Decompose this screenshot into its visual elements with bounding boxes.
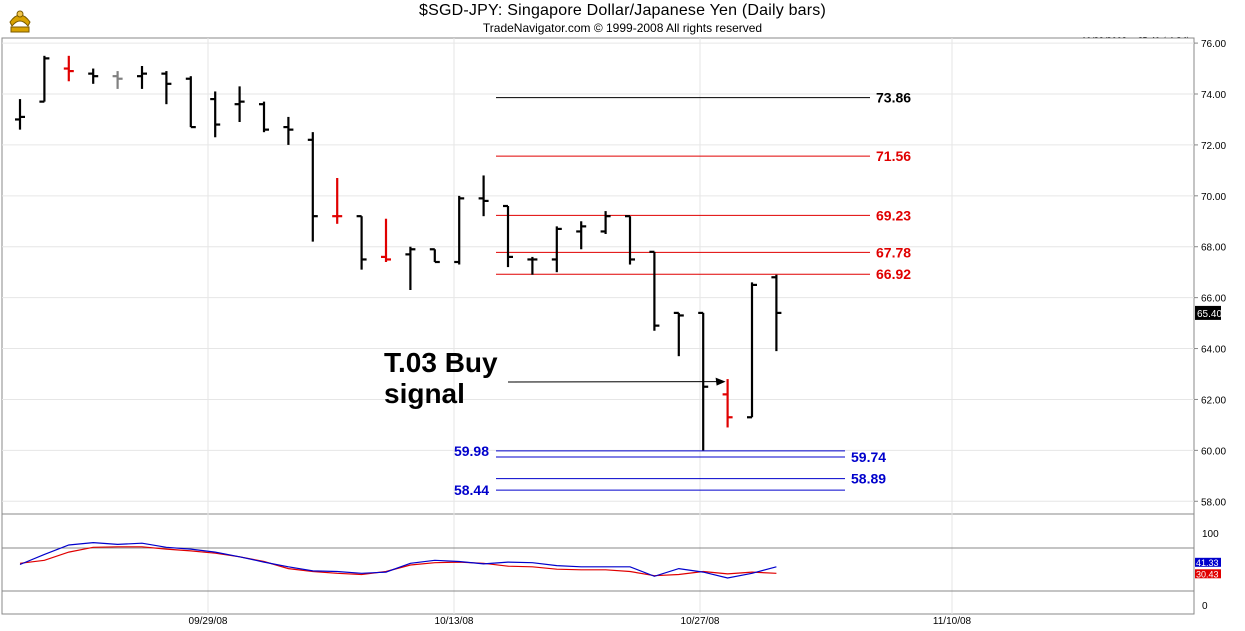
- price-tick-label: 68.00: [1201, 243, 1226, 254]
- chart-title: $SGD-JPY: Singapore Dollar/Japanese Yen …: [418, 2, 827, 19]
- last-price-label: 65.40: [1197, 309, 1222, 320]
- ohlc-bar: [527, 256, 538, 275]
- ohlc-bar: [429, 248, 440, 264]
- price-tick-label: 66.00: [1201, 294, 1226, 305]
- ohlc-bar: [771, 274, 782, 352]
- ohlc-bar: [478, 175, 489, 217]
- stoch-d-last-label: 30.43: [1196, 569, 1219, 579]
- ohlc-bar: [185, 76, 196, 129]
- level-label: 69.23: [876, 207, 911, 223]
- ohlc-bar: [600, 211, 611, 234]
- ohlc-bar: [161, 71, 172, 105]
- stoch-tick-label: 0: [1202, 601, 1208, 612]
- ohlc-bar: [88, 68, 99, 84]
- level-label: 59.98: [454, 443, 489, 459]
- stoch-k-last-box: [1195, 557, 1221, 567]
- level-label: 59.74: [851, 449, 886, 465]
- time-axis: 09/29/08 10/13/08 10/27/08 11/10/08: [189, 616, 972, 627]
- ohlc-bar: [405, 246, 416, 290]
- ohlc-bar: [137, 66, 147, 89]
- buy-signal-arrow: [507, 377, 726, 386]
- ohlc-bar: [503, 204, 513, 268]
- ohlc-bar: [381, 218, 391, 262]
- last-price-box: [1195, 305, 1221, 320]
- legend-stoch-d: StochD (3): [1046, 517, 1102, 529]
- last-price-info: 10/29/2008 = 65.40 (-1.24): [1081, 36, 1190, 47]
- ohlc-bar: [112, 71, 123, 89]
- price-axis: 76.00 74.00 72.00 70.00 68.00 66.00 64.00 62.00…: [1194, 39, 1226, 508]
- price-tick-label: 70.00: [1201, 192, 1226, 203]
- price-panel-frame: [1, 37, 1195, 515]
- ohlc-bar: [234, 86, 245, 122]
- level-label: 67.78: [876, 244, 911, 260]
- time-tick-label: 10/13/08: [435, 616, 474, 627]
- ohlc-bar: [332, 178, 343, 224]
- ohlc-bar: [625, 215, 635, 265]
- arrow-head: [715, 377, 726, 386]
- trade-navigator-logo-icon: [4, 2, 36, 36]
- price-tick-label: 72.00: [1201, 141, 1226, 152]
- ohlc-bar: [307, 132, 318, 242]
- price-tick-label: 76.00: [1201, 39, 1226, 50]
- level-label: 71.56: [876, 148, 911, 164]
- stoch-k-line: [19, 541, 777, 579]
- watermark: TradeNavigator.com: [5, 502, 104, 514]
- panel-frames: [1, 37, 1195, 615]
- chart-subtitle: TradeNavigator.com © 1999-2008 All right…: [482, 21, 763, 35]
- annotation-line-2: signal: [384, 378, 465, 409]
- ohlc-bar: [63, 55, 74, 82]
- ohlc-bar: [15, 99, 25, 130]
- level-label: 58.44: [454, 482, 489, 498]
- ohlc-bar: [39, 55, 50, 103]
- annotation-line-1: T.03 Buy: [384, 347, 498, 378]
- ohlc-bar: [747, 282, 757, 419]
- ohlc-bar: [454, 195, 465, 265]
- stoch-d-last-box: [1195, 569, 1221, 579]
- level-label: 66.92: [876, 266, 911, 282]
- legend-stoch-k: StochK (14,3): [1114, 517, 1185, 529]
- price-tick-label: 58.00: [1201, 497, 1226, 508]
- stochastic-legend: StochD (3) StochK (14,3): [1047, 517, 1185, 529]
- ohlc-bar: [551, 226, 562, 273]
- price-tick-label: 60.00: [1201, 446, 1226, 457]
- ohlc-bar: [210, 91, 221, 138]
- ohlc-bar: [722, 379, 733, 428]
- level-label: 73.86: [876, 90, 911, 106]
- level-label: 58.89: [851, 471, 886, 487]
- stoch-tick-label: 100: [1202, 529, 1219, 540]
- stoch-d-line: [19, 546, 777, 577]
- ohlc-bar: [259, 101, 269, 133]
- price-grid: [2, 38, 1194, 614]
- ohlc-bar: [673, 311, 684, 357]
- price-tick-label: 64.00: [1201, 345, 1226, 356]
- ohlc-bar: [698, 311, 709, 451]
- price-tick-label: 74.00: [1201, 90, 1226, 101]
- ohlc-bar: [356, 215, 367, 270]
- ohlc-bar: [649, 250, 660, 331]
- stochastic-panel-frame: [1, 513, 1195, 615]
- stoch-k-last-label: 41.33: [1196, 558, 1219, 568]
- price-levels: 73.86 71.56 69.23 67.78 66.92 59.98 59.74 58.89…: [454, 90, 911, 499]
- buy-signal-annotation: T.03 Buy signal: [384, 347, 498, 409]
- time-tick-label: 11/10/08: [933, 616, 972, 627]
- ohlc-bar: [283, 116, 294, 145]
- time-tick-label: 09/29/08: [189, 616, 228, 627]
- price-tick-label: 62.00: [1201, 395, 1226, 406]
- ohlc-bar: [576, 221, 587, 250]
- time-tick-label: 10/27/08: [681, 616, 720, 627]
